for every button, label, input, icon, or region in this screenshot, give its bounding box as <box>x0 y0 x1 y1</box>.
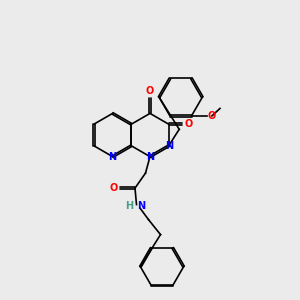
Text: O: O <box>146 86 154 96</box>
Text: N: N <box>137 201 145 211</box>
Text: H: H <box>125 201 133 211</box>
Text: N: N <box>146 152 154 162</box>
Text: O: O <box>207 111 215 121</box>
Text: O: O <box>184 119 193 129</box>
Text: N: N <box>109 152 117 162</box>
Text: O: O <box>109 183 118 193</box>
Text: N: N <box>165 141 173 151</box>
